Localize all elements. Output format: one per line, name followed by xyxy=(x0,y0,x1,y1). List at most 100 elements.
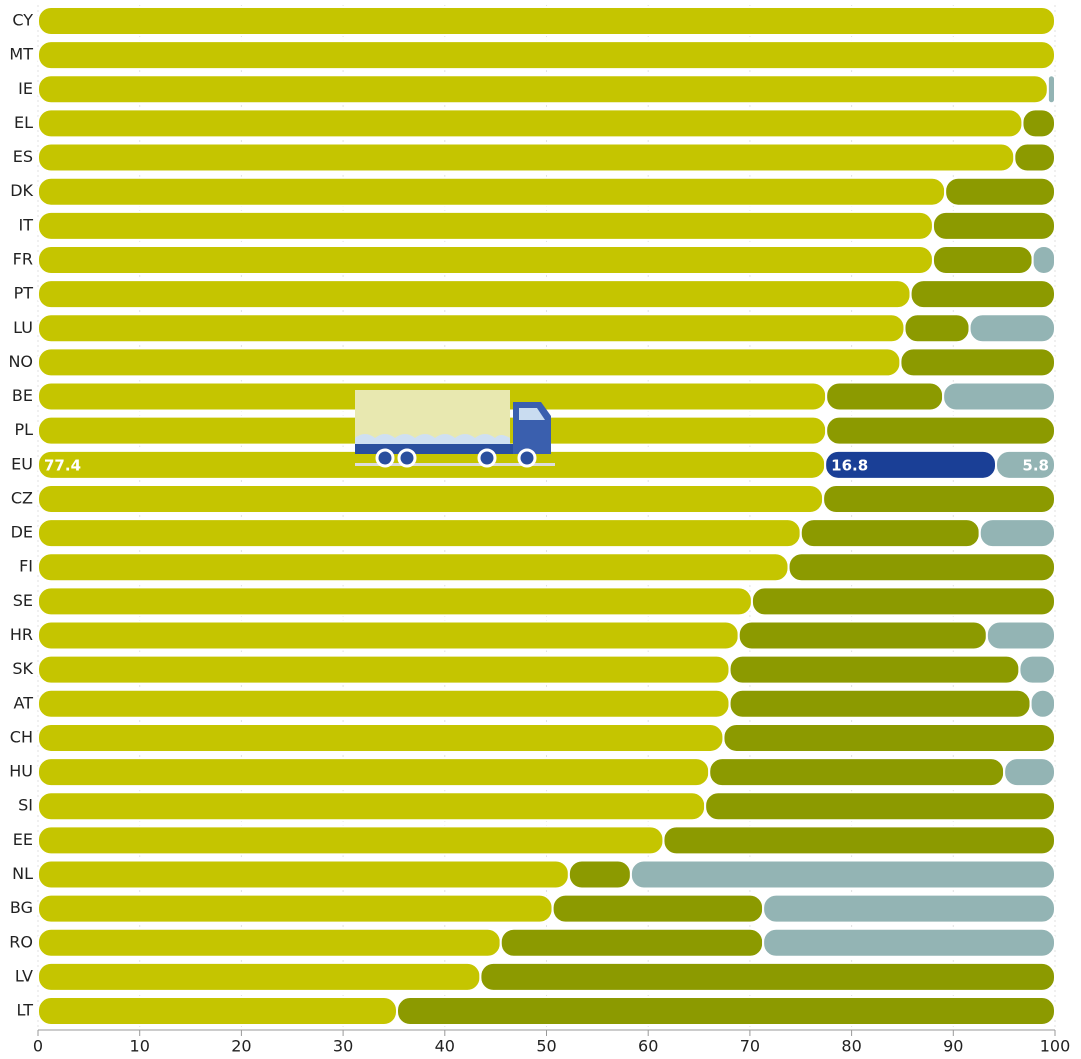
category-label: FR xyxy=(13,249,33,268)
bar-segment xyxy=(37,961,482,992)
truck-wheel xyxy=(517,448,537,468)
x-tick-label: 50 xyxy=(536,1037,556,1056)
bar-segment xyxy=(944,176,1056,207)
truck-shadow xyxy=(355,463,555,466)
bar-segment xyxy=(787,552,1057,583)
bar-segment xyxy=(728,654,1021,685)
bar-segment xyxy=(37,893,554,924)
category-label: NO xyxy=(8,352,33,371)
category-label: SK xyxy=(12,659,33,678)
category-label: LU xyxy=(13,318,33,337)
bar-segment xyxy=(629,859,1056,890)
category-label: BG xyxy=(10,898,33,917)
category-label: FI xyxy=(19,557,33,576)
value-label: 5.8 xyxy=(1022,456,1049,474)
x-tick-label: 30 xyxy=(333,1037,353,1056)
bar-segment xyxy=(37,654,731,685)
bar-segment xyxy=(37,688,731,719)
truck-window xyxy=(519,408,545,420)
bar-segment xyxy=(903,313,971,344)
category-label: DK xyxy=(10,181,33,200)
truck-trim xyxy=(355,434,510,446)
bar-segment xyxy=(1021,108,1056,139)
truck-wheel xyxy=(397,448,417,468)
category-label: MT xyxy=(9,45,33,64)
bar-segment xyxy=(737,620,988,651)
bar-segment xyxy=(942,381,1057,412)
bar-segment xyxy=(985,620,1057,651)
x-tick-label: 90 xyxy=(943,1037,963,1056)
category-label: RO xyxy=(9,932,33,951)
bar-segment xyxy=(37,518,802,549)
bar-segment xyxy=(750,586,1057,617)
category-label: HU xyxy=(9,762,33,781)
category-label: AT xyxy=(14,693,34,712)
x-tick-label: 20 xyxy=(231,1037,251,1056)
category-label: LT xyxy=(17,1001,34,1020)
category-label: LV xyxy=(15,966,33,985)
bar-segment xyxy=(825,381,945,412)
category-label: SE xyxy=(13,591,33,610)
bar-segment xyxy=(37,176,947,207)
category-label: CY xyxy=(12,11,33,30)
truck-wheel xyxy=(477,448,497,468)
grid xyxy=(37,5,1056,1036)
bar-segment xyxy=(1018,654,1057,685)
bar-segment xyxy=(37,108,1024,139)
bar-segment xyxy=(995,449,1056,480)
bar-segment xyxy=(37,825,665,856)
value-label: 77.4 xyxy=(44,456,81,474)
bar-segment xyxy=(37,996,399,1027)
category-label: ES xyxy=(13,147,33,166)
bar-segment xyxy=(722,722,1056,753)
category-label: PT xyxy=(14,284,34,303)
category-label: CH xyxy=(10,727,33,746)
category-label: EL xyxy=(14,113,33,132)
x-tick-label: 70 xyxy=(740,1037,760,1056)
bar-segment xyxy=(899,347,1057,378)
bar-segment xyxy=(37,586,753,617)
bar-segment xyxy=(499,927,765,958)
bar-segment xyxy=(968,313,1057,344)
bar-segment xyxy=(37,74,1049,105)
category-label: IE xyxy=(18,79,33,98)
bar-segment xyxy=(37,244,934,275)
category-label: CZ xyxy=(11,488,33,507)
truck-icon xyxy=(355,390,555,468)
value-label: 16.8 xyxy=(831,456,868,474)
bar-segment xyxy=(931,210,1057,241)
category-label: IT xyxy=(19,215,34,234)
bar-segment xyxy=(37,313,906,344)
bar-segment xyxy=(762,893,1056,924)
truck-cargo xyxy=(355,390,510,438)
bar-segment xyxy=(1031,244,1056,275)
truck-wheel xyxy=(375,448,395,468)
x-tick-label: 0 xyxy=(33,1037,43,1056)
bar-segment xyxy=(37,757,711,788)
bar-segment xyxy=(708,757,1006,788)
bar-segment xyxy=(37,142,1016,173)
bar-segment xyxy=(728,688,1032,719)
category-label: DE xyxy=(11,523,33,542)
truck-chassis xyxy=(355,444,513,454)
bar-segment xyxy=(479,961,1056,992)
bar-segment xyxy=(37,552,790,583)
bar-segment xyxy=(909,279,1056,310)
bar-segment xyxy=(37,927,502,958)
bar-segment xyxy=(1003,757,1057,788)
bar-segment xyxy=(37,483,825,514)
x-tick-label: 60 xyxy=(638,1037,658,1056)
category-label: PL xyxy=(14,420,33,439)
bar-segment xyxy=(825,415,1056,446)
category-label: SI xyxy=(18,796,33,815)
bar-segment xyxy=(396,996,1057,1027)
bar-segment xyxy=(704,791,1056,822)
bar-segment xyxy=(37,722,725,753)
bar-segment xyxy=(1013,142,1057,173)
x-tick-label: 80 xyxy=(841,1037,861,1056)
x-tick-label: 10 xyxy=(130,1037,150,1056)
bar-segment xyxy=(1029,688,1057,719)
category-label: EE xyxy=(13,830,33,849)
bar-segment xyxy=(37,620,740,651)
